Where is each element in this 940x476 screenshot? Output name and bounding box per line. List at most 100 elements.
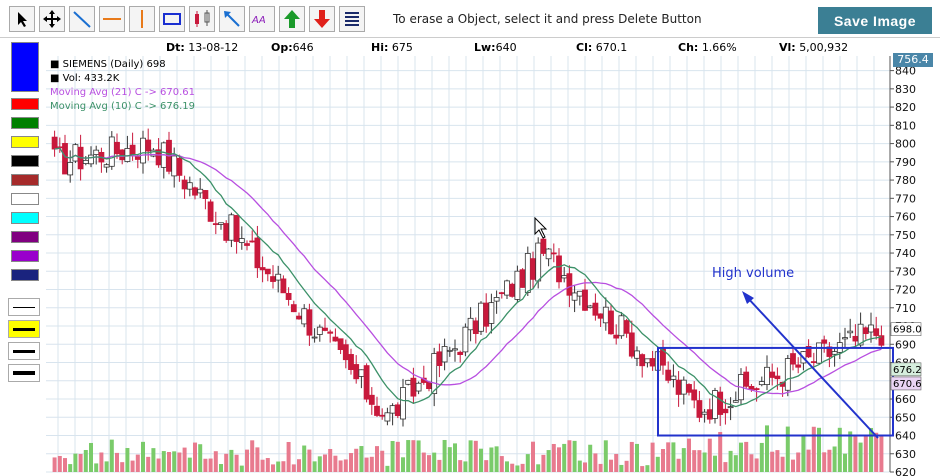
ma21-price-tag <box>890 376 922 391</box>
color-swatch-yellow[interactable] <box>11 136 39 148</box>
text-tool[interactable]: AA <box>249 6 275 32</box>
y-tick-label: 790 <box>895 156 916 169</box>
color-swatch-navy[interactable] <box>11 269 39 281</box>
date-info: Dt: 13-08-12 <box>166 41 239 54</box>
candle-body <box>545 248 552 260</box>
candle-body <box>457 351 464 355</box>
candle-body <box>535 242 542 282</box>
volume-bar <box>151 448 156 472</box>
color-swatch-cyan[interactable] <box>11 212 39 224</box>
save-image-button[interactable]: Save Image <box>818 7 932 34</box>
volume-bar <box>245 449 249 472</box>
volume-bar <box>609 459 613 472</box>
horizontal-line-tool[interactable] <box>99 6 125 32</box>
move-tool[interactable] <box>39 6 65 32</box>
line-style-thick[interactable] <box>8 364 40 382</box>
candle-body <box>706 409 713 420</box>
open-info: Op:646 <box>271 41 314 54</box>
volume-bar <box>68 464 73 472</box>
volume-bar <box>416 440 421 472</box>
volume-bar <box>432 452 437 472</box>
volume-bar <box>375 446 379 472</box>
volume-bar <box>167 452 171 472</box>
candle-body <box>82 159 89 164</box>
volume-bar <box>671 442 676 472</box>
color-swatch-red[interactable] <box>11 98 39 110</box>
candle-body <box>732 400 739 403</box>
ma21-price-tag-text: 670.6 <box>893 379 922 390</box>
candle-body <box>197 188 204 194</box>
arrow-line-tool[interactable] <box>219 6 245 32</box>
volume-bar <box>463 461 468 472</box>
candle-body <box>530 258 536 280</box>
ma10-line <box>54 147 882 408</box>
volume-bar <box>312 461 317 472</box>
volume-bar <box>796 452 801 472</box>
y-tick-label: 800 <box>895 138 916 151</box>
volume-bar <box>635 443 639 472</box>
candle-body <box>337 338 344 350</box>
pointer-tool[interactable] <box>9 6 35 32</box>
candle-body <box>264 268 271 275</box>
rectangle-tool[interactable] <box>159 6 185 32</box>
text-icon: AA <box>251 15 266 26</box>
last-price-tag <box>890 322 922 336</box>
candle-body <box>181 179 188 190</box>
color-swatch-green[interactable] <box>11 117 39 129</box>
volume-bar <box>827 449 832 472</box>
candle-body <box>431 353 438 395</box>
color-swatch-brown[interactable] <box>11 174 39 186</box>
line-style-thick-yellow[interactable] <box>8 320 40 338</box>
color-swatch-white[interactable] <box>11 193 39 205</box>
candle-body <box>88 154 94 165</box>
volume-bar <box>494 446 499 472</box>
volume-bar <box>733 455 738 472</box>
candle-body <box>233 215 240 242</box>
vertical-line-tool[interactable] <box>129 6 155 32</box>
volume-bar <box>697 450 702 472</box>
volume-bar <box>198 444 203 472</box>
volume-bar <box>765 425 769 472</box>
candle-body <box>462 326 469 353</box>
y-tick-label: 650 <box>895 411 916 424</box>
trend-line-tool[interactable] <box>69 6 95 32</box>
candle-body <box>296 315 302 320</box>
volume-bar <box>203 458 208 472</box>
volume-bar <box>338 460 343 472</box>
volume-bar <box>614 453 619 472</box>
color-swatch-black[interactable] <box>11 155 39 167</box>
volume-bar <box>255 447 260 472</box>
color-swatch-purple[interactable] <box>11 231 39 243</box>
candle-body <box>831 351 838 355</box>
up-arrow-tool[interactable] <box>279 6 305 32</box>
volume-bar <box>525 454 530 472</box>
candle-tool[interactable] <box>189 6 215 32</box>
candle-body <box>446 349 453 352</box>
volume-bar <box>125 448 130 472</box>
y-tick-label: 690 <box>895 338 916 351</box>
line-style-medium[interactable] <box>8 342 40 360</box>
candle-body <box>868 324 874 333</box>
candle-body <box>436 351 443 367</box>
volume-bar <box>208 458 213 472</box>
volume-bar <box>369 456 374 472</box>
lines-tool[interactable] <box>339 6 365 32</box>
volume-bar <box>687 438 691 472</box>
line-style-thin[interactable] <box>8 298 40 316</box>
color-swatch-blue-selected[interactable] <box>11 42 39 92</box>
volume-bar <box>458 460 463 472</box>
candle-body <box>238 238 245 243</box>
candle-body <box>322 327 328 331</box>
candle-body <box>93 149 100 155</box>
volume-bar <box>531 441 535 472</box>
volume-bar <box>265 458 270 472</box>
down-arrow-tool[interactable] <box>309 6 335 32</box>
volume-bar <box>442 439 447 472</box>
volume-bar <box>837 427 842 472</box>
ma10-price-tag <box>890 362 922 377</box>
candle-body <box>587 305 594 309</box>
color-swatch-violet[interactable] <box>11 250 39 262</box>
candle-body <box>270 276 276 282</box>
candle-body <box>618 315 625 337</box>
